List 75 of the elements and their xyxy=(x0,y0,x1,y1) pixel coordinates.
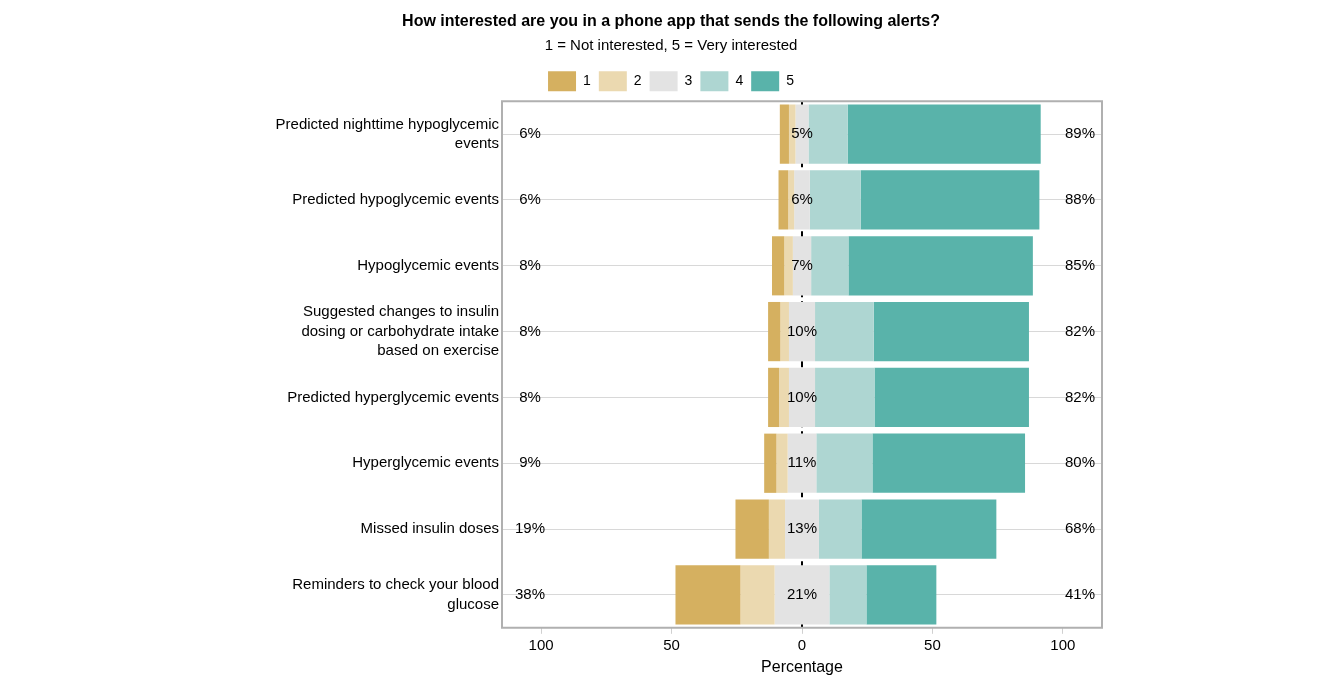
x-tick-label: 0 xyxy=(797,635,807,653)
bar xyxy=(811,236,849,296)
annotation: 8% xyxy=(519,255,541,273)
legend-label: 5 xyxy=(786,72,795,89)
bar xyxy=(848,236,1033,296)
x-tick-label: 50 xyxy=(924,635,941,653)
data-label: 5% xyxy=(791,124,813,142)
bar xyxy=(735,499,769,559)
bar xyxy=(829,565,867,625)
y-tick-label: Hyperglycemic events xyxy=(352,453,499,471)
y-tick-label: Predicted hyperglycemic events xyxy=(287,387,499,405)
y-tick-label: Missed insulin doses xyxy=(360,519,499,537)
y-tick-label: Suggested changes to insulin dosing or carbohydrate intake based on exercise xyxy=(301,302,499,359)
bar xyxy=(815,301,874,362)
bar xyxy=(768,499,786,559)
legend-label: 1 xyxy=(583,72,592,89)
bar xyxy=(768,367,780,428)
bar xyxy=(779,104,789,164)
x-tick-label: 50 xyxy=(663,635,680,653)
annotation: 19% xyxy=(514,519,546,537)
data-label: 10% xyxy=(786,321,818,339)
annotation: 80% xyxy=(1064,453,1096,471)
bar xyxy=(776,433,788,493)
y-tick-label: Predicted nighttime hypoglycemic events xyxy=(275,114,500,151)
data-label: 10% xyxy=(786,387,818,405)
bar xyxy=(768,301,781,362)
legend-label: 3 xyxy=(684,72,693,89)
annotation: 82% xyxy=(1064,321,1096,339)
annotation: 8% xyxy=(519,321,541,339)
bar xyxy=(847,104,1041,164)
annotation: 89% xyxy=(1064,124,1096,142)
bar xyxy=(740,565,775,625)
bar xyxy=(818,499,862,559)
legend-label: 4 xyxy=(735,72,744,89)
bar xyxy=(779,367,789,428)
chart-subtitle: 1 = Not interested, 5 = Very interested xyxy=(544,36,798,54)
bar xyxy=(785,499,819,559)
annotation: 68% xyxy=(1064,519,1096,537)
bar xyxy=(861,499,997,559)
bar xyxy=(780,301,789,362)
y-tick-label: Predicted hypoglycemic events xyxy=(292,190,499,208)
bar xyxy=(860,170,1040,230)
bar xyxy=(774,565,830,625)
data-label: 11% xyxy=(787,453,817,471)
annotation: 85% xyxy=(1064,255,1096,273)
bar xyxy=(816,433,873,493)
y-tick-label: Reminders to check your blood glucose xyxy=(292,575,499,612)
bar xyxy=(772,236,785,296)
bar xyxy=(675,565,741,625)
bar xyxy=(872,433,1026,493)
bar xyxy=(866,565,937,625)
x-tick-label: 100 xyxy=(528,635,554,653)
bar xyxy=(784,236,793,296)
annotation: 82% xyxy=(1064,387,1096,405)
data-label: 21% xyxy=(786,585,818,603)
bar xyxy=(874,367,1029,428)
annotation: 88% xyxy=(1064,190,1096,208)
x-tick-label: 100 xyxy=(1050,635,1076,653)
bar xyxy=(778,170,789,230)
legend-label: 2 xyxy=(633,72,642,89)
bar xyxy=(815,367,875,428)
chart-title: How interested are you in a phone app that sends the following alerts? xyxy=(402,12,940,30)
annotation: 41% xyxy=(1064,585,1096,603)
annotation: 9% xyxy=(519,453,541,471)
annotation: 6% xyxy=(519,124,541,142)
y-tick-label: Hypoglycemic events xyxy=(357,255,499,273)
bar xyxy=(764,433,777,493)
annotation: 6% xyxy=(519,190,541,208)
data-label: 13% xyxy=(786,519,818,537)
data-label: 6% xyxy=(791,190,813,208)
data-label: 7% xyxy=(791,255,813,273)
annotation: 8% xyxy=(519,387,541,405)
bar xyxy=(873,301,1029,362)
annotation: 38% xyxy=(514,585,546,603)
x-axis-title: Percentage xyxy=(761,657,844,675)
